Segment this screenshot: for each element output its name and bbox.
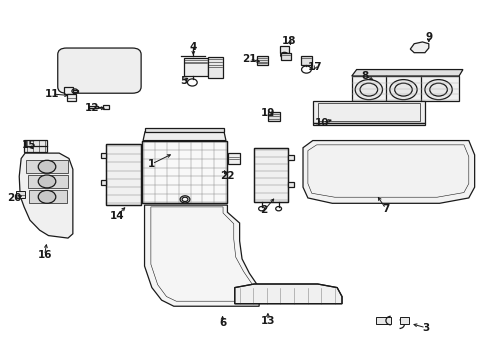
Polygon shape xyxy=(66,94,76,101)
Polygon shape xyxy=(254,148,288,202)
Polygon shape xyxy=(105,144,141,205)
Polygon shape xyxy=(288,182,294,187)
Polygon shape xyxy=(207,57,222,78)
Circle shape xyxy=(38,190,56,203)
Polygon shape xyxy=(256,56,267,65)
Text: 5: 5 xyxy=(180,76,187,86)
Polygon shape xyxy=(351,76,458,101)
Polygon shape xyxy=(409,42,428,53)
Circle shape xyxy=(38,160,56,173)
Polygon shape xyxy=(101,180,105,185)
Polygon shape xyxy=(64,87,73,94)
Text: 20: 20 xyxy=(7,193,21,203)
Text: 10: 10 xyxy=(315,118,329,128)
Polygon shape xyxy=(312,123,424,125)
Text: 22: 22 xyxy=(220,171,234,181)
Text: 18: 18 xyxy=(282,36,296,46)
Polygon shape xyxy=(288,155,294,160)
Polygon shape xyxy=(27,175,68,188)
Text: 16: 16 xyxy=(37,250,52,260)
Polygon shape xyxy=(183,58,207,76)
Polygon shape xyxy=(234,284,341,304)
Text: 3: 3 xyxy=(422,323,428,333)
Polygon shape xyxy=(375,317,390,324)
Polygon shape xyxy=(312,101,424,123)
Polygon shape xyxy=(300,56,311,65)
Text: 14: 14 xyxy=(109,211,124,221)
Polygon shape xyxy=(19,153,73,238)
Circle shape xyxy=(424,80,451,100)
Text: 9: 9 xyxy=(425,32,431,41)
Polygon shape xyxy=(103,105,109,109)
Polygon shape xyxy=(227,153,239,164)
Text: 21: 21 xyxy=(242,54,256,64)
Text: 1: 1 xyxy=(148,159,155,169)
Text: 8: 8 xyxy=(361,71,368,81)
Text: 15: 15 xyxy=(21,140,36,150)
FancyBboxPatch shape xyxy=(58,48,141,93)
Text: 19: 19 xyxy=(260,108,275,118)
Circle shape xyxy=(354,80,382,100)
Polygon shape xyxy=(142,140,227,203)
Polygon shape xyxy=(143,132,225,140)
Text: 2: 2 xyxy=(260,206,267,216)
Text: 13: 13 xyxy=(260,316,275,325)
Polygon shape xyxy=(24,140,47,152)
Polygon shape xyxy=(279,45,289,53)
Circle shape xyxy=(389,80,416,100)
Polygon shape xyxy=(267,112,279,121)
Text: 11: 11 xyxy=(44,89,59,99)
Circle shape xyxy=(38,175,56,188)
Polygon shape xyxy=(399,317,408,324)
Polygon shape xyxy=(29,190,66,203)
Polygon shape xyxy=(144,205,259,306)
Text: 17: 17 xyxy=(307,62,322,72)
Polygon shape xyxy=(303,140,474,203)
Polygon shape xyxy=(281,53,290,60)
Polygon shape xyxy=(73,90,78,92)
Text: 12: 12 xyxy=(85,103,100,113)
Text: 4: 4 xyxy=(189,42,197,52)
Text: 7: 7 xyxy=(382,204,389,214)
Polygon shape xyxy=(26,160,68,173)
Polygon shape xyxy=(145,128,224,132)
Polygon shape xyxy=(16,192,25,198)
Polygon shape xyxy=(101,153,105,158)
Text: 6: 6 xyxy=(219,319,226,328)
Polygon shape xyxy=(89,106,98,108)
Polygon shape xyxy=(351,69,462,76)
